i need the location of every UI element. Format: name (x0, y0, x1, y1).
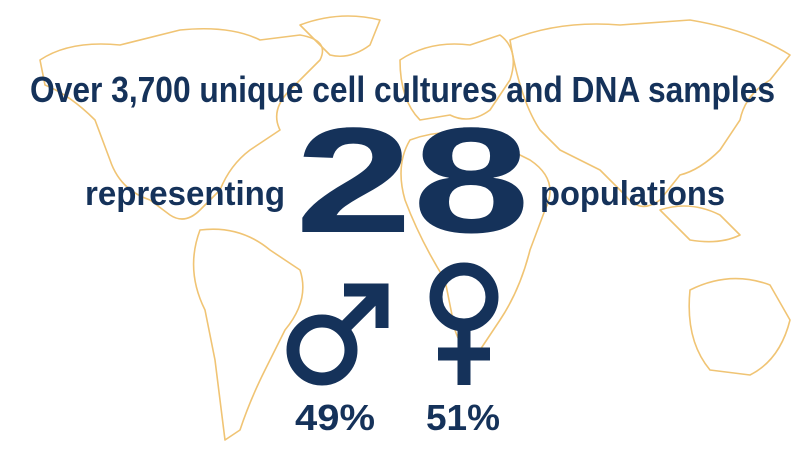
headline: Over 3,700 unique cell cultures and DNA … (30, 69, 775, 110)
female-percent: 51% (426, 397, 500, 438)
female-symbol (429, 262, 499, 385)
north-america (39, 27, 324, 220)
prefix: representing (85, 175, 285, 213)
suffix: populations (540, 175, 725, 213)
australia (688, 277, 791, 376)
male-percent: 49% (295, 397, 375, 438)
population-count: 28 (295, 96, 530, 264)
africa (400, 131, 551, 354)
male-symbol (286, 283, 389, 386)
greenland (299, 15, 381, 58)
europe (399, 34, 515, 121)
south-america (192, 228, 304, 441)
asia (509, 19, 791, 208)
southeast-asia (659, 205, 741, 243)
world-map (39, 15, 791, 441)
